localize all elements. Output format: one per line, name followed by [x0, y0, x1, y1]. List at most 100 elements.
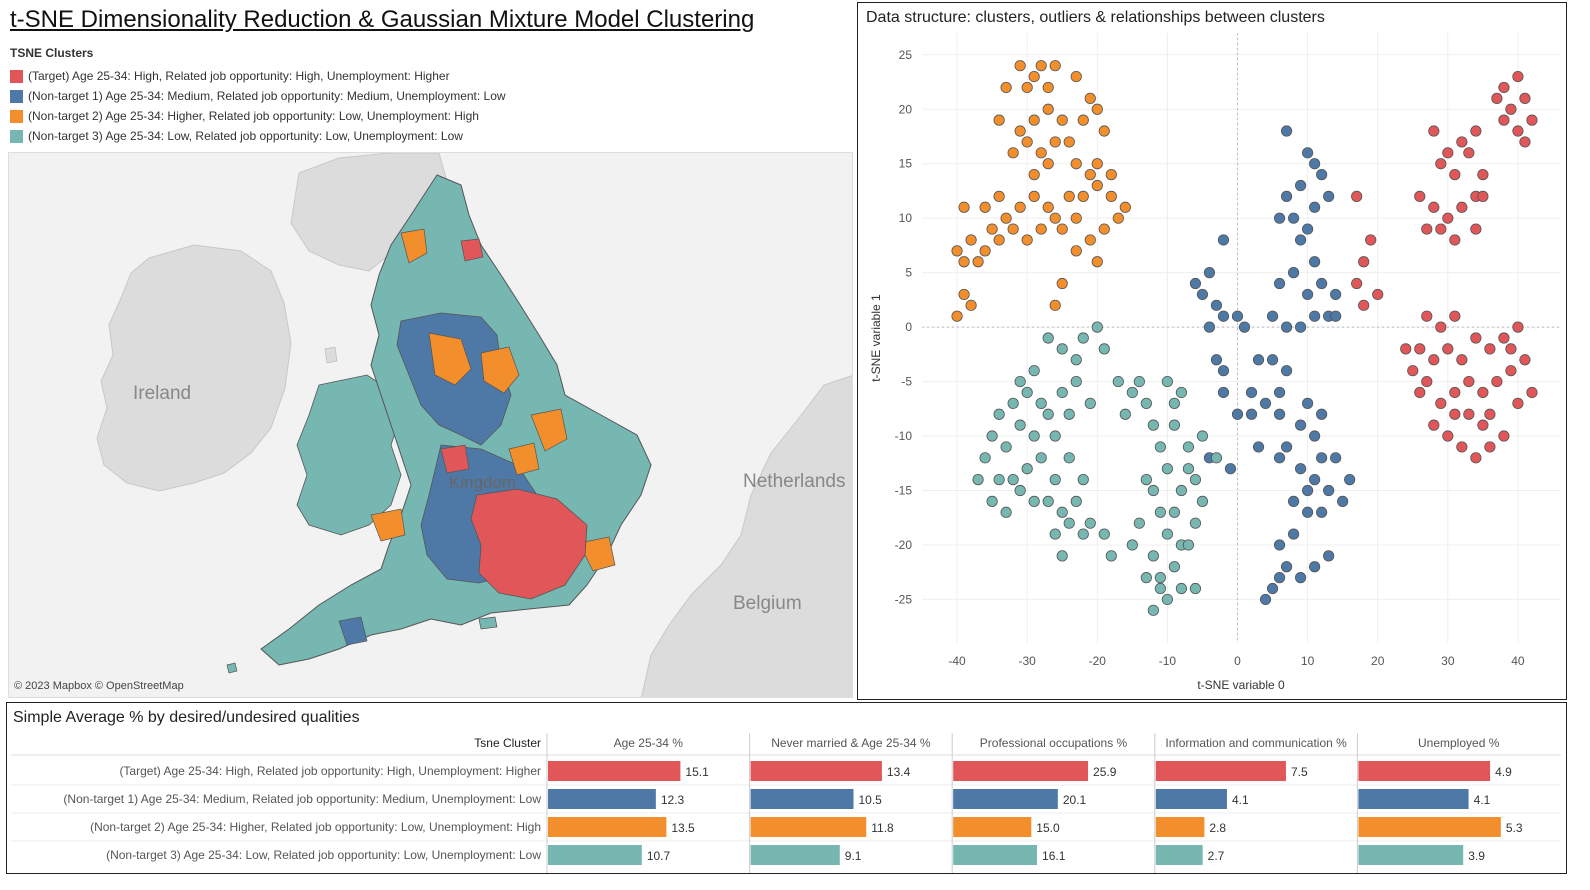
scatter-point — [1505, 343, 1517, 355]
legend-item-non-target-2[interactable]: (Non-target 2) Age 25-34: Higher, Relate… — [10, 106, 506, 126]
orange-region-3 — [480, 346, 520, 394]
scatter-point — [1456, 201, 1468, 213]
scatter-title: Data structure: clusters, outliers & rel… — [866, 9, 1325, 26]
scatter-point — [1049, 474, 1061, 486]
panel-header: Never married & Age 25-34 % — [771, 736, 931, 750]
scatter-point — [1028, 365, 1040, 377]
legend-label: (Target) Age 25-34: High, Related job op… — [28, 69, 450, 83]
scatter-point — [1526, 114, 1538, 126]
scatter-point — [1028, 430, 1040, 442]
scatter-point — [1049, 528, 1061, 540]
scatter-point — [1330, 452, 1342, 464]
scatter-point — [1084, 397, 1096, 409]
bar — [953, 761, 1089, 781]
scatter-point — [1063, 452, 1075, 464]
bar — [548, 845, 642, 865]
scatter-point — [1126, 539, 1138, 551]
scatter-point — [1021, 81, 1033, 94]
scatter-point — [986, 430, 998, 442]
bar — [1358, 817, 1501, 837]
scatter-point — [1294, 463, 1307, 475]
scatter-point — [1112, 375, 1124, 388]
scatter-point — [979, 452, 991, 464]
scatter-point — [1098, 125, 1110, 137]
y-tick-label: -25 — [895, 592, 913, 606]
scatter-point — [1273, 212, 1286, 224]
tsne-scatter-panel: Data structure: clusters, outliers & rel… — [857, 2, 1567, 700]
scatter-point — [1477, 190, 1489, 202]
orange-region-5 — [370, 508, 406, 542]
row-label: (Non-target 2) Age 25-34: Higher, Relate… — [90, 820, 541, 834]
y-tick-label: -5 — [901, 375, 912, 389]
scatter-point — [1463, 147, 1475, 159]
scatter-point — [1519, 92, 1531, 104]
legend-swatch — [10, 69, 23, 83]
scatter-point — [1266, 582, 1279, 595]
scatter-point — [1294, 419, 1307, 431]
red-region-southeast — [470, 488, 588, 600]
scatter-point — [1014, 201, 1026, 213]
scatter-point — [1316, 169, 1328, 181]
x-tick-label: -40 — [948, 654, 966, 668]
scatter-point — [951, 310, 963, 322]
scatter-point — [1007, 147, 1019, 159]
legend-title: TSNE Clusters — [10, 46, 94, 60]
scatter-point — [1358, 299, 1370, 311]
y-tick-label: -15 — [895, 484, 913, 498]
bar-value-label: 12.3 — [661, 793, 685, 807]
bar — [953, 845, 1038, 865]
scatter-point — [1477, 419, 1489, 431]
choropleth-map[interactable]: Ireland Netherlands Belgium Kingdom © 20… — [8, 152, 853, 698]
scatter-point — [972, 256, 984, 268]
average-bar-chart[interactable]: Tsne Cluster (Target) Age 25-34: High, Re… — [7, 703, 1568, 875]
y-tick-label: 5 — [905, 266, 912, 280]
x-tick-label: 0 — [1234, 654, 1241, 668]
scatter-point — [1217, 310, 1230, 322]
scatter-point — [1168, 506, 1180, 518]
scatter-point — [1210, 299, 1223, 311]
scatter-point — [1091, 179, 1103, 192]
scatter-point — [993, 190, 1005, 202]
scatter-point — [993, 114, 1005, 126]
scatter-point — [1084, 517, 1096, 529]
scatter-point — [1070, 158, 1082, 170]
scatter-point — [1070, 375, 1082, 388]
x-tick-label: -20 — [1089, 654, 1107, 668]
tsne-scatter-chart[interactable]: -40 -30 -20 -10 0 10 20 30 40 -25 -20 -15 -10 -5 0 5 10 1… — [858, 3, 1568, 701]
scatter-point — [1140, 397, 1152, 409]
y-axis-label: t-SNE variable 1 — [869, 294, 883, 382]
orange-region-4 — [530, 408, 568, 452]
scatter-point — [1505, 103, 1517, 115]
scatter-point — [1042, 495, 1054, 507]
row-label: (Target) Age 25-34: High, Related job op… — [119, 764, 541, 778]
scatter-point — [1147, 550, 1159, 562]
row-label: (Non-target 3) Age 25-34: Low, Related j… — [106, 848, 541, 862]
scatter-point — [1189, 277, 1202, 290]
legend-item-non-target-1[interactable]: (Non-target 1) Age 25-34: Medium, Relate… — [10, 86, 506, 106]
row-header: Tsne Cluster — [474, 736, 541, 750]
orange-region-1 — [400, 228, 428, 264]
scatter-point — [1154, 572, 1166, 584]
legend-label: (Non-target 3) Age 25-34: Low, Related j… — [28, 129, 463, 143]
scatter-point — [1273, 386, 1286, 399]
bar — [548, 761, 681, 781]
scatter-point — [1035, 223, 1047, 235]
y-tick-label: 0 — [905, 320, 912, 334]
bar — [1155, 789, 1227, 809]
scatter-point — [1351, 277, 1363, 290]
scatter-point — [1435, 223, 1447, 235]
scatter-point — [1294, 572, 1307, 584]
scatter-point — [1007, 397, 1019, 409]
scatter-point — [1273, 572, 1286, 584]
scatter-point — [1021, 234, 1033, 246]
scatter-point — [1266, 310, 1279, 322]
scatter-point — [1421, 223, 1433, 235]
scatter-point — [1224, 463, 1237, 475]
legend-item-target[interactable]: (Target) Age 25-34: High, Related job op… — [10, 66, 506, 86]
scatter-point — [1210, 354, 1223, 366]
scatter-point — [1316, 277, 1328, 290]
legend-item-non-target-3[interactable]: (Non-target 3) Age 25-34: Low, Related j… — [10, 126, 506, 146]
scatter-point — [1042, 201, 1054, 213]
scatter-point — [1456, 136, 1468, 148]
scatter-point — [979, 245, 991, 257]
